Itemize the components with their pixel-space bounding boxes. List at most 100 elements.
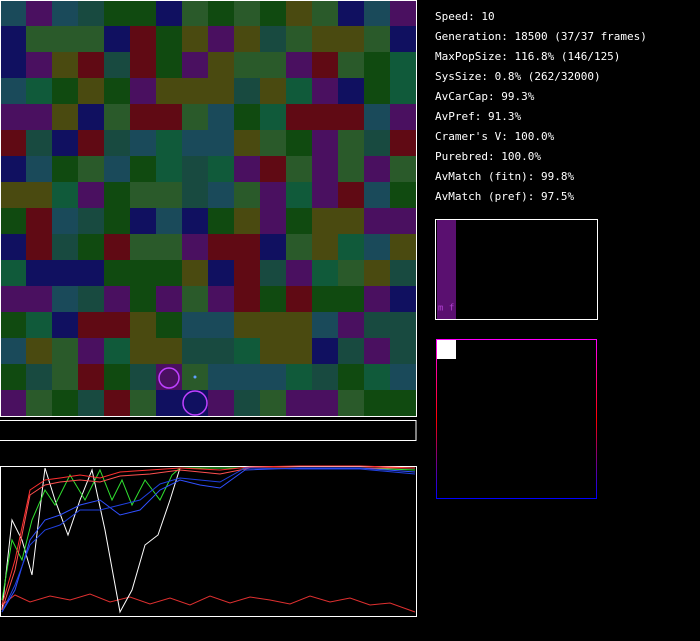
cell: [0, 52, 26, 78]
cell: [260, 286, 286, 312]
cell: [52, 390, 78, 416]
cell: [26, 364, 52, 390]
cell: [0, 286, 26, 312]
cell: [390, 390, 416, 416]
cell: [104, 182, 130, 208]
cell: [390, 208, 416, 234]
cell: [312, 286, 338, 312]
cell: [286, 338, 312, 364]
cell: [130, 338, 156, 364]
cell: [390, 182, 416, 208]
stat-line: SysSize: 0.8% (262/32000): [435, 70, 601, 83]
cell: [52, 52, 78, 78]
cell: [234, 156, 260, 182]
cell: [26, 52, 52, 78]
cell: [338, 338, 364, 364]
cell: [260, 338, 286, 364]
cell: [78, 286, 104, 312]
cell: [260, 234, 286, 260]
stat-line: AvMatch (fitn): 99.8%: [435, 170, 574, 183]
cell: [78, 208, 104, 234]
cell: [338, 78, 364, 104]
cell: [390, 364, 416, 390]
cell: [286, 104, 312, 130]
creature: [158, 367, 180, 389]
cell: [234, 52, 260, 78]
cell: [52, 78, 78, 104]
cell: [104, 260, 130, 286]
cell: [78, 338, 104, 364]
cell: [260, 104, 286, 130]
cell: [104, 390, 130, 416]
cell: [182, 182, 208, 208]
cell: [390, 338, 416, 364]
cell: [338, 156, 364, 182]
cell: [130, 312, 156, 338]
cell: [390, 260, 416, 286]
stat-line: AvPref: 91.3%: [435, 110, 521, 123]
cell: [0, 26, 26, 52]
cell: [390, 78, 416, 104]
cell: [286, 130, 312, 156]
cell: [130, 260, 156, 286]
cell: [312, 130, 338, 156]
cell: [390, 312, 416, 338]
cell: [78, 390, 104, 416]
cell: [286, 156, 312, 182]
cell: [0, 104, 26, 130]
cell: [182, 130, 208, 156]
cell: [234, 390, 260, 416]
cell: [156, 130, 182, 156]
cell: [234, 364, 260, 390]
cell: [52, 208, 78, 234]
cell: [260, 312, 286, 338]
cell: [0, 364, 26, 390]
cell: [26, 78, 52, 104]
cell: [260, 182, 286, 208]
cell: [234, 26, 260, 52]
cell: [182, 52, 208, 78]
cell: [286, 364, 312, 390]
cell: [312, 26, 338, 52]
cell: [208, 26, 234, 52]
cell: [0, 130, 26, 156]
cell: [78, 0, 104, 26]
stats: Speed: 10 Generation: 18500 (37/37 frames…: [435, 10, 647, 203]
cell: [364, 312, 390, 338]
cell: [234, 104, 260, 130]
cell: [208, 52, 234, 78]
cell: [208, 104, 234, 130]
cell: [78, 260, 104, 286]
cell: [52, 286, 78, 312]
cell: [26, 104, 52, 130]
cell: [182, 0, 208, 26]
line: [1, 467, 416, 601]
cell: [104, 104, 130, 130]
cell: [52, 130, 78, 156]
cell: [234, 338, 260, 364]
cell: [390, 104, 416, 130]
cell: [234, 234, 260, 260]
cell: [26, 208, 52, 234]
stat-line: AvMatch (pref): 97.5%: [435, 190, 574, 203]
cell: [26, 0, 52, 26]
cell: [208, 78, 234, 104]
cell: [182, 26, 208, 52]
cell: [208, 390, 234, 416]
cell: [338, 26, 364, 52]
cell: [52, 364, 78, 390]
line: [1, 467, 415, 614]
cell: [208, 286, 234, 312]
stat-line: Speed: 10: [435, 10, 495, 23]
cell: [260, 78, 286, 104]
cell: [364, 0, 390, 26]
cell: [104, 130, 130, 156]
cell: [286, 0, 312, 26]
cell: [338, 312, 364, 338]
cell: [0, 312, 26, 338]
cell: [130, 130, 156, 156]
cell: [156, 312, 182, 338]
cell: [364, 130, 390, 156]
cell: [338, 0, 364, 26]
cell: [104, 234, 130, 260]
